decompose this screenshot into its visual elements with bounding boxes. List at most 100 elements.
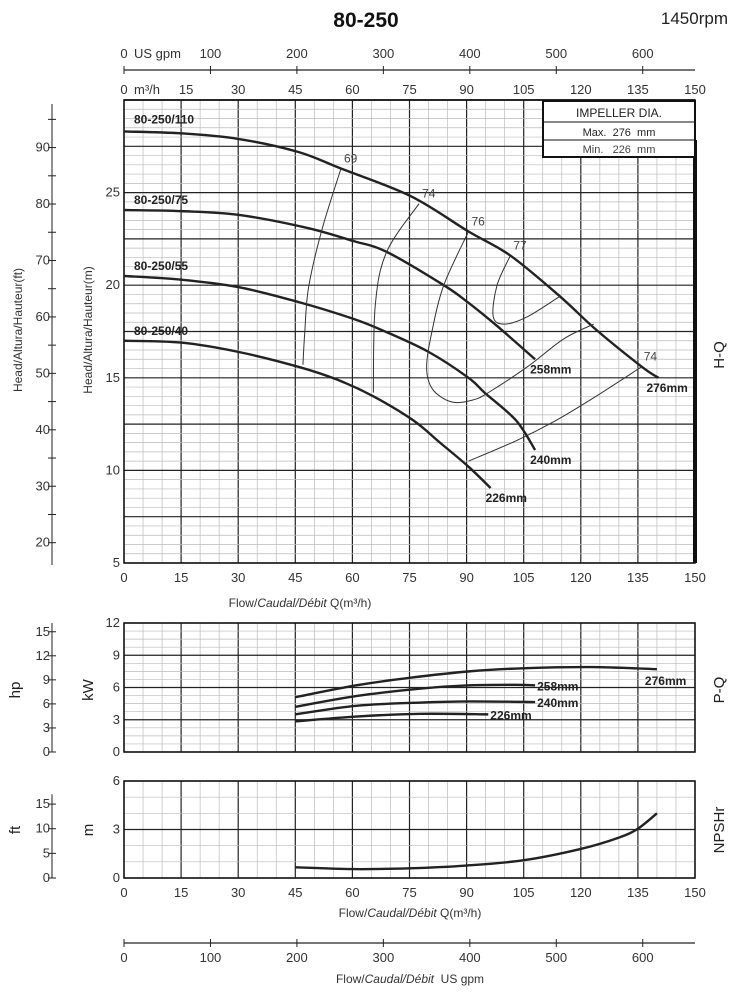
y-tick-label: 15: [106, 370, 120, 385]
series-name-label: 80-250/110: [134, 112, 194, 126]
x-tick-label: 90: [459, 885, 473, 900]
gpm-tick-label: 0: [120, 950, 127, 965]
head-m-label: Head/Altura/Hauteur(m): [81, 266, 95, 393]
x-tick-label: 60: [345, 570, 359, 585]
x-tick-label: 120: [570, 885, 592, 900]
gpm-tick-label: 0: [120, 46, 127, 61]
series-end-label: 258mm: [530, 362, 571, 376]
secondary-tick-label: 9: [43, 672, 50, 687]
series-curve: [123, 208, 536, 361]
gpm-tick-label: 400: [459, 950, 481, 965]
hp-label: hp: [7, 682, 24, 699]
x-tick-label: 150: [684, 570, 706, 585]
secondary-tick-label: 30: [36, 478, 50, 493]
y-tick-label: 9: [113, 647, 120, 662]
series-curve: [295, 700, 536, 716]
x-tick-label: 15: [174, 570, 188, 585]
m3h-tick-label: 30: [231, 82, 245, 97]
series-name-label: 80-250/40: [134, 324, 188, 338]
series-end-label: 258mm: [537, 679, 578, 693]
y-tick-label: 20: [106, 277, 120, 292]
gpm-tick-label: 400: [459, 46, 481, 61]
y-tick-label: 0: [113, 744, 120, 759]
gpm-tick-label: 600: [632, 46, 654, 61]
series-end-label: 226mm: [486, 491, 527, 505]
speed-label: 1450rpm: [661, 9, 728, 28]
plot-frame: [123, 622, 696, 753]
x-tick-label: 135: [627, 570, 649, 585]
gpm-tick-label: 100: [200, 950, 222, 965]
plot-grids: [123, 99, 696, 879]
plot-frame: [123, 780, 696, 879]
secondary-tick-label: 0: [43, 744, 50, 759]
efficiency-label: 77: [513, 239, 527, 253]
x-tick-label: 75: [402, 570, 416, 585]
flow-axis-label-npsh: Flow/Caudal/Débit Q(m³/h): [339, 906, 482, 920]
x-tick-label: 75: [402, 885, 416, 900]
y-tick-label: 25: [106, 185, 120, 200]
secondary-tick-label: 3: [43, 720, 50, 735]
y-tick-label: 3: [113, 712, 120, 727]
secondary-tick-label: 15: [36, 624, 50, 639]
efficiency-label: 76: [472, 214, 486, 228]
ft-label: ft: [7, 825, 24, 834]
series-end-label: 276mm: [645, 674, 686, 688]
x-tick-label: 0: [120, 570, 127, 585]
series-name-label: 80-250/55: [134, 259, 188, 273]
efficiency-label: 74: [422, 187, 436, 201]
efficiency-curve: [468, 366, 642, 462]
flow-axis-label-gpm: Flow/Caudal/Débit US gpm: [336, 972, 484, 986]
m3h-tick-label: 105: [513, 82, 535, 97]
gpm-tick-label: 600: [632, 950, 654, 965]
series-end-label: 226mm: [490, 708, 531, 722]
gpm-tick-label: 200: [286, 46, 308, 61]
gpm-tick-label: 200: [286, 950, 308, 965]
gpm-tick-label: 300: [373, 46, 395, 61]
series-curve: [123, 339, 492, 489]
impeller-min: Min. 226 mm: [583, 144, 656, 156]
series-end-label: 276mm: [646, 381, 687, 395]
x-tick-label: 0: [120, 885, 127, 900]
x-tick-label: 90: [459, 570, 473, 585]
npshr-label: NPSHr: [711, 807, 728, 854]
m3h-tick-label: 15: [179, 82, 193, 97]
x-tick-label: 120: [570, 570, 592, 585]
m3h-tick-label: 45: [288, 82, 302, 97]
chart-title: 80-250: [333, 9, 398, 32]
x-tick-label: 15: [174, 885, 188, 900]
x-tick-label: 150: [684, 885, 706, 900]
x-tick-label: 105: [513, 570, 535, 585]
m3h-tick-label: 120: [570, 82, 592, 97]
impeller-max: Max. 276 mm: [583, 127, 656, 139]
efficiency-curve: [302, 168, 342, 365]
m3h-tick-label: 0: [120, 82, 127, 97]
secondary-tick-label: 40: [36, 422, 50, 437]
x-tick-label: 45: [288, 570, 302, 585]
efficiency-curve: [492, 255, 561, 325]
pq-label: P-Q: [711, 677, 728, 704]
flow-axis-label: Flow/Caudal/Débit Q(m³/h): [229, 596, 372, 610]
m3h-tick-label: 75: [402, 82, 416, 97]
impeller-heading: IMPELLER DIA.: [576, 106, 662, 120]
impeller-dia-box: IMPELLER DIA. Max. 276 mm Min. 226 mm: [542, 100, 696, 158]
secondary-tick-label: 50: [36, 365, 50, 380]
series-curve: [295, 665, 657, 699]
x-tick-label: 45: [288, 885, 302, 900]
m3h-tick-label: 150: [684, 82, 706, 97]
m3h-tick-label: 60: [345, 82, 359, 97]
gpm-tick-label: 100: [200, 46, 222, 61]
secondary-tick-label: 15: [36, 796, 50, 811]
y-tick-label: 0: [113, 870, 120, 885]
plot-marks: 5101520252030405060708090036912036912150…: [36, 46, 706, 965]
secondary-tick-label: 6: [43, 696, 50, 711]
series-end-label: 240mm: [530, 453, 571, 467]
hq-label: H-Q: [711, 341, 728, 369]
head-ft-label: Head/Altura/Hauteur(ft): [11, 268, 25, 392]
gpm-tick-label: 500: [545, 950, 567, 965]
secondary-tick-label: 20: [36, 535, 50, 550]
x-tick-label: 135: [627, 885, 649, 900]
efficiency-label: 74: [644, 350, 658, 364]
m3h-tick-label: 90: [459, 82, 473, 97]
secondary-tick-label: 12: [36, 648, 50, 663]
